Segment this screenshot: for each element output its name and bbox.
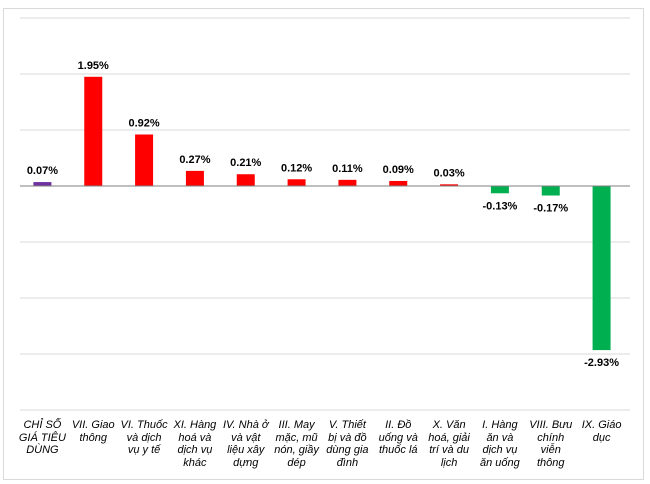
x-tick-label: XI. Hàng hoá và dịch vụ khác [173,419,217,469]
data-label: 0.12% [281,162,312,174]
bar [592,186,611,351]
x-tick-label: IV. Nhà ở và vật liệu xây dựng [222,419,269,469]
data-label: 0.21% [230,157,261,169]
data-label: -0.17% [533,203,568,215]
x-tick-label: VII. Giao thông [71,419,115,444]
data-label: 0.07% [27,165,58,177]
x-tick-label: I. Hàng ăn và dịch vụ ăn uống [480,419,520,469]
data-label: 0.11% [332,163,363,175]
chart-frame [3,8,644,480]
x-tick-label: III. May mặc, mũ nón, giầy dép [274,419,319,469]
data-label: 0.03% [433,167,464,179]
bar [490,186,509,194]
bar [287,179,306,186]
bar [185,170,204,186]
data-label: -0.13% [482,200,517,212]
bar [389,180,408,186]
x-tick-label: VI. Thuốc và dịch vụ y tế [120,419,168,456]
bar [541,186,560,196]
x-tick-label: CHỈ SỐ GIÁ TIÊU DÙNG [18,419,66,456]
x-tick-label: V. Thiết bị và đồ dùng gia đình [326,419,369,469]
data-label: -2.93% [584,357,619,369]
bar [236,174,255,186]
data-label: 0.92% [128,117,159,129]
data-label: 0.09% [383,164,414,176]
data-label: 0.27% [179,154,210,166]
bar [84,76,103,186]
x-tick-label: X. Văn hoá, giải trí và du lịch [428,419,470,469]
x-tick-label: VIII. Bưu chính viễn thông [529,419,573,469]
bar [135,134,154,186]
bar [338,179,357,186]
x-tick-label: II. Đồ uống và thuốc lá [378,419,418,456]
bar [440,184,459,186]
x-tick-label: IX. Giáo dục [581,419,622,444]
data-label: 1.95% [78,60,109,72]
bar [33,182,52,186]
